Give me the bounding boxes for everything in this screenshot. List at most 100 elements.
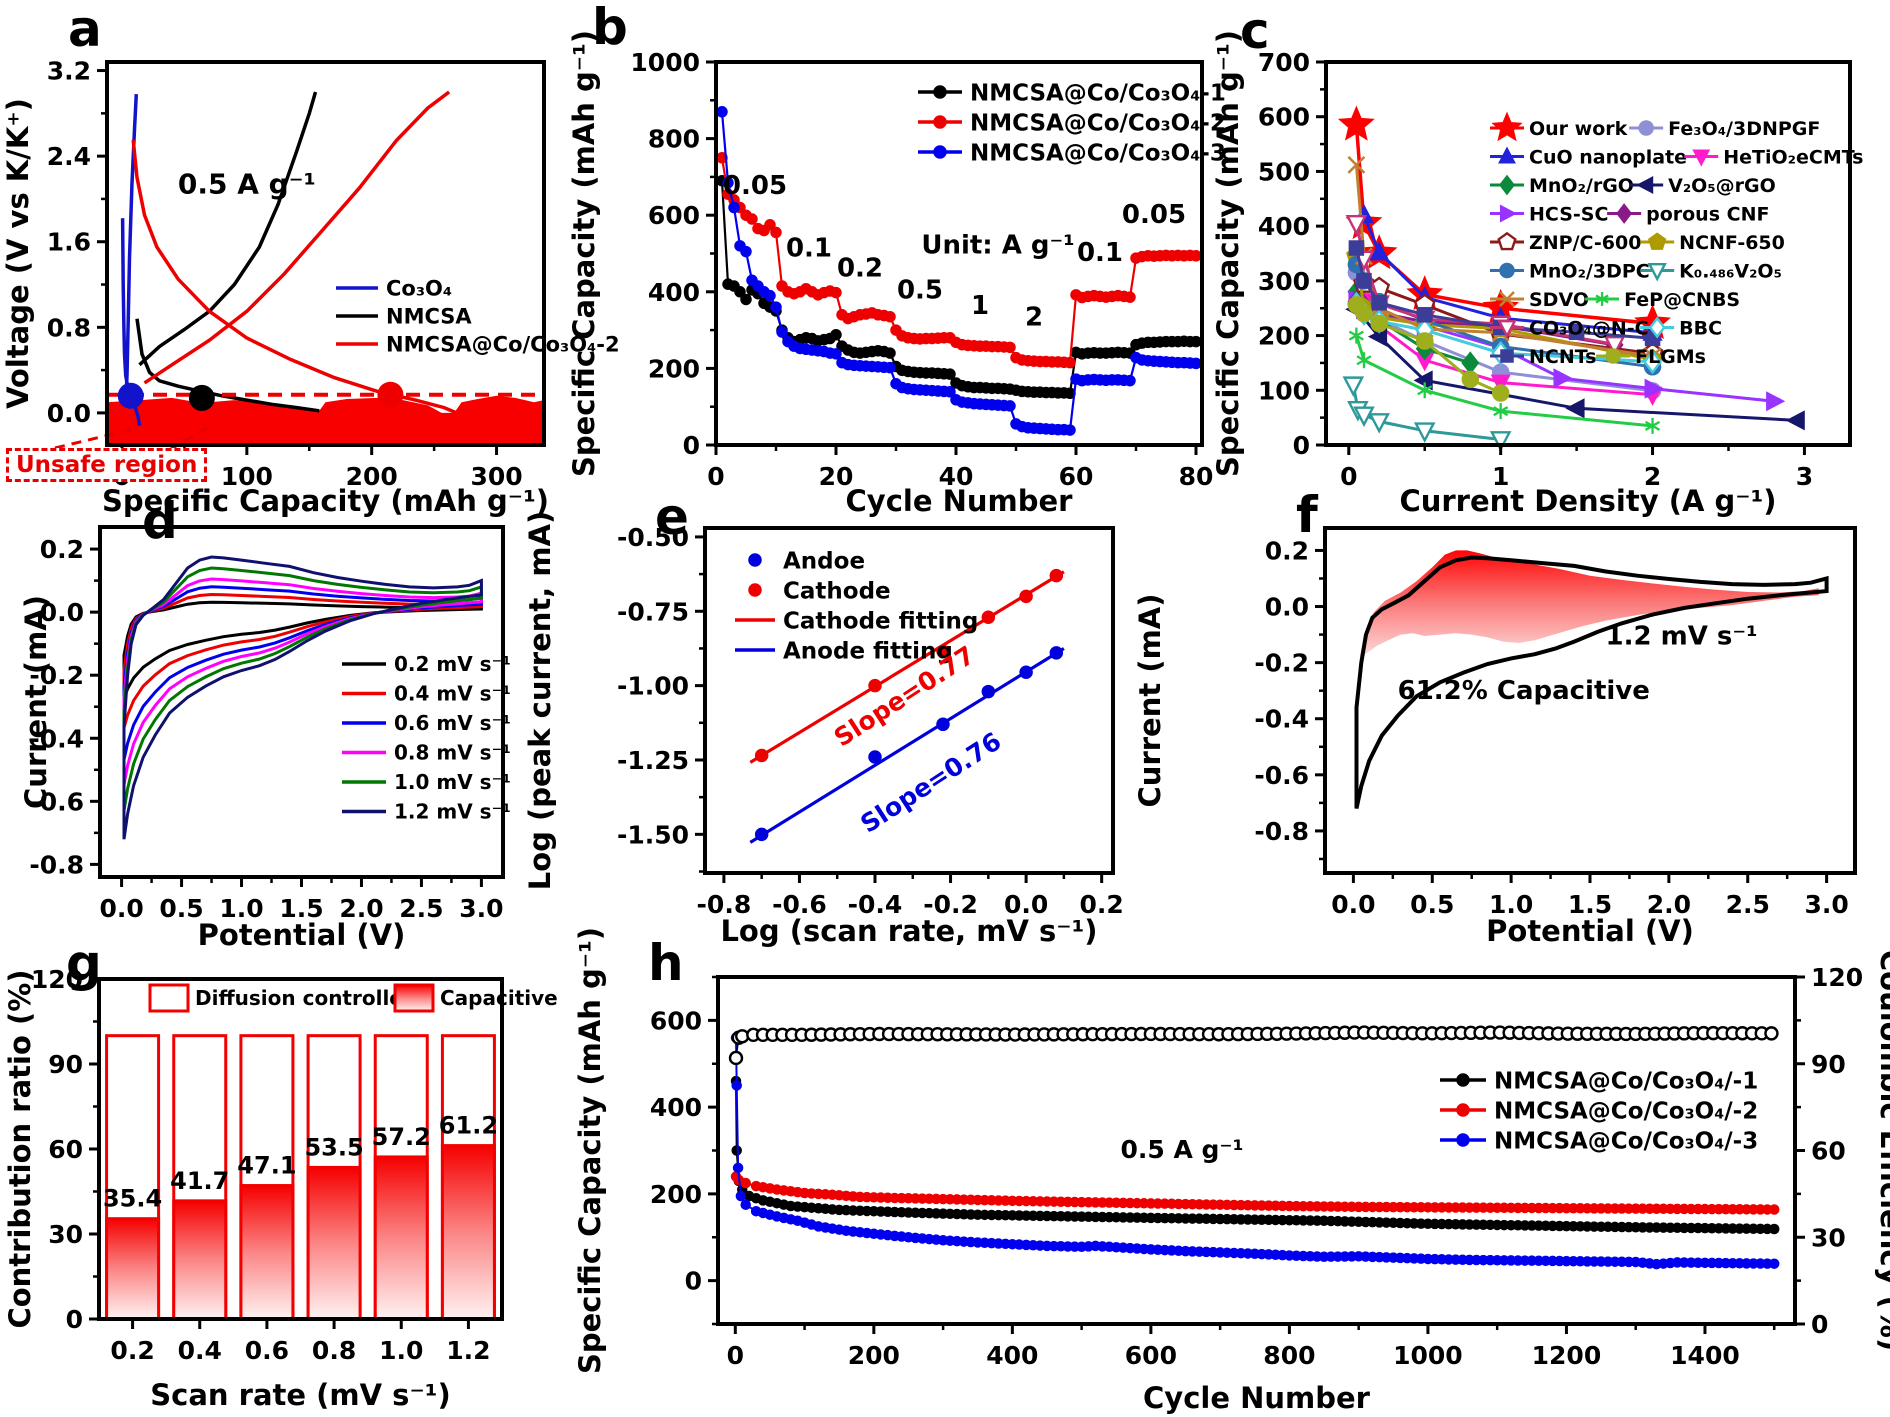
svg-text:0.0: 0.0: [1331, 890, 1375, 919]
svg-text:Current (mA): Current (mA): [1133, 594, 1167, 808]
svg-text:700: 700: [1258, 48, 1310, 77]
svg-text:V₂O₅@rGO: V₂O₅@rGO: [1668, 175, 1776, 197]
svg-text:Cycle Number: Cycle Number: [1143, 1381, 1371, 1415]
svg-text:1.2: 1.2: [446, 1336, 490, 1365]
svg-text:400: 400: [648, 278, 700, 307]
panel-e-chart: -0.8 -0.6 -0.4 -0.2 0.0 0.2 -0.50 -0.75 -1.00 -1.…: [523, 511, 1124, 948]
svg-text:60: 60: [1059, 462, 1094, 491]
svg-text:1000: 1000: [1393, 1341, 1463, 1370]
svg-text:K₀.₄₈₆V₂O₅: K₀.₄₈₆V₂O₅: [1679, 260, 1782, 282]
svg-text:SDVO: SDVO: [1529, 289, 1589, 311]
svg-text:80: 80: [1179, 462, 1214, 491]
svg-text:1: 1: [971, 291, 989, 321]
svg-text:0.1: 0.1: [1077, 238, 1123, 268]
svg-text:Voltage (V vs K/K⁺): Voltage (V vs K/K⁺): [1, 98, 35, 409]
svg-text:-0.8: -0.8: [1254, 817, 1309, 846]
svg-text:Scan rate (mV s⁻¹): Scan rate (mV s⁻¹): [150, 1378, 450, 1412]
svg-text:300: 300: [1258, 267, 1310, 296]
svg-text:3.0: 3.0: [459, 894, 503, 923]
svg-text:-1.25: -1.25: [617, 746, 689, 775]
panel-h-label: h: [648, 934, 684, 992]
svg-text:2.5: 2.5: [1726, 890, 1770, 919]
svg-text:1: 1: [1492, 462, 1509, 491]
svg-text:1.0: 1.0: [1489, 890, 1533, 919]
panel-f-label: f: [1296, 486, 1318, 544]
svg-text:120: 120: [31, 965, 83, 994]
svg-text:porous CNF: porous CNF: [1646, 203, 1769, 225]
svg-text:NMCSA@Co/Co₃O₄-3: NMCSA@Co/Co₃O₄-3: [970, 140, 1226, 166]
svg-text:53.5: 53.5: [304, 1133, 363, 1161]
svg-text:200: 200: [346, 462, 398, 491]
svg-text:HCS-SC: HCS-SC: [1529, 203, 1608, 225]
svg-text:120: 120: [1811, 963, 1863, 992]
svg-text:-0.8: -0.8: [697, 890, 752, 919]
panel-d-chart: 0.0 0.5 1.0 1.5 2.0 2.5 3.0 0.2 0.0 -0.2 -0.4 -0.6 -…: [19, 525, 511, 952]
panel-c-chart: 0 1 2 3 0 100 200 300 400 500 600 700 Current Densit…: [1211, 30, 1863, 518]
svg-text:BBC: BBC: [1679, 317, 1722, 339]
svg-text:Unit: A g⁻¹: Unit: A g⁻¹: [921, 231, 1074, 261]
svg-text:0.0: 0.0: [47, 399, 91, 428]
svg-text:0.6: 0.6: [245, 1336, 289, 1365]
svg-text:200: 200: [1258, 322, 1310, 351]
svg-text:0.0: 0.0: [1004, 890, 1048, 919]
svg-text:Andoe: Andoe: [783, 548, 865, 574]
svg-text:1000: 1000: [630, 48, 700, 77]
svg-text:60: 60: [48, 1135, 83, 1164]
svg-text:800: 800: [1263, 1341, 1315, 1370]
svg-text:-1.00: -1.00: [617, 672, 689, 701]
svg-text:30: 30: [1811, 1223, 1846, 1252]
svg-text:-0.75: -0.75: [617, 597, 689, 626]
svg-text:1.6: 1.6: [47, 228, 91, 257]
svg-text:1.2 mV s⁻¹: 1.2 mV s⁻¹: [1606, 621, 1758, 651]
svg-text:600: 600: [650, 1006, 702, 1035]
svg-text:NMCSA@Co/Co₃O₄/-3: NMCSA@Co/Co₃O₄/-3: [1494, 1128, 1758, 1154]
svg-text:0.0: 0.0: [40, 598, 84, 627]
svg-text:0.1: 0.1: [786, 234, 832, 264]
svg-text:0: 0: [685, 1267, 702, 1296]
svg-text:-0.4: -0.4: [848, 890, 903, 919]
svg-text:200: 200: [650, 1180, 702, 1209]
svg-text:1.5: 1.5: [1568, 890, 1612, 919]
svg-text:30: 30: [48, 1220, 83, 1249]
svg-text:0.4: 0.4: [178, 1336, 222, 1365]
svg-text:1.0: 1.0: [219, 894, 263, 923]
svg-text:-1.50: -1.50: [617, 820, 689, 849]
svg-text:0.05: 0.05: [1122, 200, 1186, 230]
svg-text:-0.6: -0.6: [1254, 761, 1309, 790]
svg-text:2.4: 2.4: [47, 142, 91, 171]
svg-text:600: 600: [648, 201, 700, 230]
svg-text:Current (mA): Current (mA): [19, 595, 53, 809]
svg-text:FLGMs: FLGMs: [1635, 346, 1706, 368]
svg-text:-0.2: -0.2: [923, 890, 978, 919]
unsafe-region-badge: Unsafe region: [6, 448, 208, 482]
svg-text:Specific Capacity (mAh g⁻¹): Specific Capacity (mAh g⁻¹): [573, 927, 607, 1374]
svg-text:FeP@CNBS: FeP@CNBS: [1624, 289, 1740, 311]
svg-text:400: 400: [986, 1341, 1038, 1370]
svg-text:ZNP/C-600: ZNP/C-600: [1529, 232, 1641, 254]
svg-text:Anode fitting: Anode fitting: [783, 638, 953, 664]
svg-text:Cathode: Cathode: [783, 578, 891, 604]
panel-f-chart: 0.0 0.5 1.0 1.5 2.0 2.5 3.0 0.2 0.0 -0.2 -0.4 -0.6 -…: [1133, 526, 1857, 948]
svg-text:0.2 mV s⁻¹: 0.2 mV s⁻¹: [394, 652, 511, 676]
svg-text:Log (peak current, mA): Log (peak current, mA): [523, 511, 557, 891]
svg-text:600: 600: [1258, 103, 1310, 132]
svg-text:400: 400: [1258, 212, 1310, 241]
svg-text:0.2: 0.2: [40, 535, 84, 564]
svg-text:0: 0: [1340, 462, 1357, 491]
svg-text:1200: 1200: [1532, 1341, 1602, 1370]
svg-text:Cathode fitting: Cathode fitting: [783, 608, 978, 634]
svg-text:1400: 1400: [1670, 1341, 1740, 1370]
svg-text:0: 0: [1811, 1310, 1828, 1339]
svg-text:90: 90: [1811, 1050, 1846, 1079]
svg-text:0.5 A g⁻¹: 0.5 A g⁻¹: [1120, 1135, 1243, 1164]
svg-text:Contribution ratio (%): Contribution ratio (%): [3, 969, 37, 1328]
svg-text:0.5: 0.5: [897, 276, 943, 306]
svg-text:100: 100: [1258, 376, 1310, 405]
svg-text:-0.6: -0.6: [29, 787, 84, 816]
svg-text:NCNF-650: NCNF-650: [1679, 232, 1785, 254]
svg-text:0: 0: [707, 462, 724, 491]
svg-text:0.5: 0.5: [159, 894, 203, 923]
svg-text:0.8 mV s⁻¹: 0.8 mV s⁻¹: [394, 741, 511, 765]
